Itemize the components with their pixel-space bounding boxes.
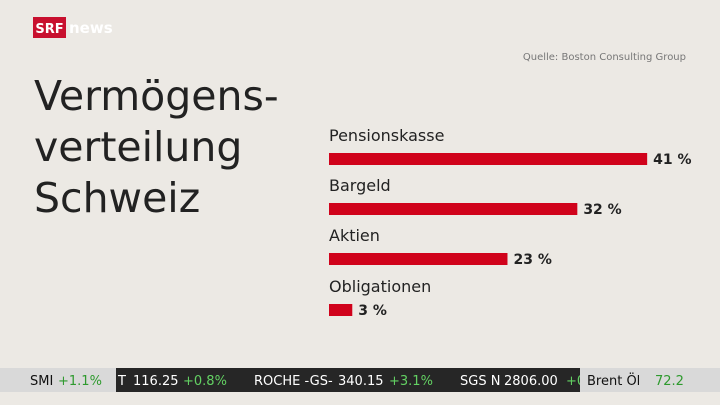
ticker-change: +3.1% <box>389 374 433 389</box>
ticker-name: T <box>117 374 126 389</box>
ticker-change: +0 <box>566 374 585 389</box>
chart-title: verteilung <box>34 123 242 171</box>
category-label: Bargeld <box>329 176 391 195</box>
ticker-change: +1.1% <box>58 374 102 389</box>
logo-box <box>33 17 66 38</box>
ticker-price: 2806.00 <box>504 374 558 389</box>
ticker-dark <box>116 368 580 392</box>
category-label: Obligationen <box>329 277 431 296</box>
bar <box>329 304 353 316</box>
category-label: Pensionskasse <box>329 126 444 145</box>
source: Quelle: Boston Consulting Group <box>523 52 686 63</box>
logo-brand: SRF <box>35 22 63 37</box>
ticker-name: ROCHE -GS- <box>254 374 333 389</box>
bar <box>329 253 508 265</box>
bar <box>329 153 648 165</box>
ticker-name: SMI <box>30 374 53 389</box>
value-label: 3 % <box>358 303 387 319</box>
bar <box>329 203 578 215</box>
category-label: Aktien <box>329 226 380 245</box>
chart-title: Schweiz <box>34 174 200 222</box>
value-label: 32 % <box>583 202 621 218</box>
ticker-price: 340.15 <box>338 374 384 389</box>
ticker-change: +0.8% <box>183 374 227 389</box>
ticker-name: SGS N <box>460 374 500 389</box>
ticker: SMI +1.1% T 116.25 +0.8% ROCHE -GS- 340.15 +3.1… <box>30 372 684 389</box>
ticker-price: 72.2 <box>655 374 684 389</box>
value-label: 23 % <box>513 252 551 268</box>
ticker-price: 116.25 <box>133 374 179 389</box>
logo-channel: news <box>69 19 113 37</box>
chart-title: Vermögens- <box>34 72 279 120</box>
value-label: 41 % <box>653 152 691 168</box>
ticker-name: Brent Öl <box>587 372 640 389</box>
